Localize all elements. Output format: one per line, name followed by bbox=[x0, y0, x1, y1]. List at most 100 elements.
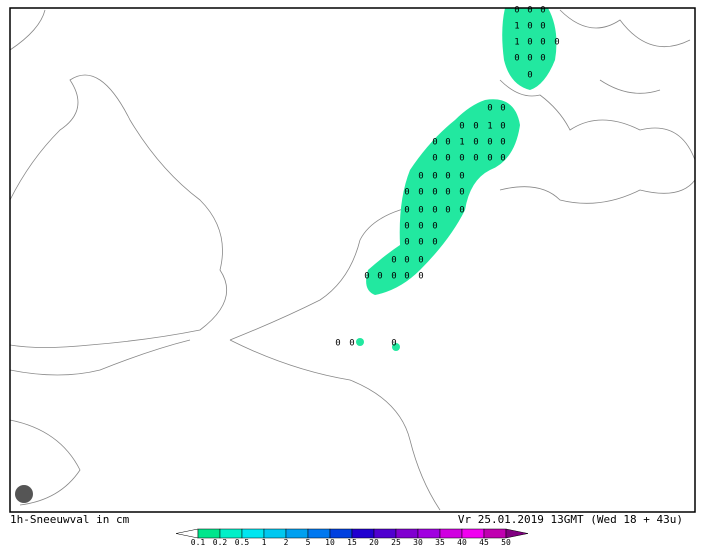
grid-value: 0 bbox=[445, 138, 450, 148]
grid-value: 0 bbox=[432, 206, 437, 216]
legend-label: 0.2 bbox=[213, 538, 228, 546]
grid-value: 0 bbox=[527, 6, 532, 16]
grid-value: 0 bbox=[404, 272, 409, 282]
grid-value: 0 bbox=[445, 154, 450, 164]
grid-value: 0 bbox=[473, 138, 478, 148]
legend-label: 30 bbox=[413, 538, 423, 546]
map-frame bbox=[9, 7, 696, 513]
grid-value: 0 bbox=[540, 22, 545, 32]
legend-swatch bbox=[197, 528, 221, 539]
grid-value: 0 bbox=[514, 54, 519, 64]
grid-value: 0 bbox=[418, 222, 423, 232]
grid-value: 0 bbox=[459, 154, 464, 164]
grid-value: 0 bbox=[459, 206, 464, 216]
grid-value: 0 bbox=[487, 138, 492, 148]
legend-swatch bbox=[285, 528, 309, 539]
legend-swatch bbox=[263, 528, 287, 539]
grid-value: 0 bbox=[459, 122, 464, 132]
grid-value: 0 bbox=[404, 188, 409, 198]
grid-value: 0 bbox=[445, 206, 450, 216]
grid-value: 0 bbox=[445, 188, 450, 198]
legend-label: 25 bbox=[391, 538, 401, 546]
grid-value: 0 bbox=[432, 238, 437, 248]
legend-swatch bbox=[307, 528, 331, 539]
grid-value: 0 bbox=[527, 22, 532, 32]
grid-value: 1 bbox=[459, 138, 464, 148]
legend-swatch bbox=[417, 528, 441, 539]
legend-label: 20 bbox=[369, 538, 379, 546]
legend-swatch bbox=[351, 528, 375, 539]
grid-value: 0 bbox=[540, 38, 545, 48]
grid-value: 0 bbox=[500, 154, 505, 164]
legend-label: 35 bbox=[435, 538, 445, 546]
legend-swatch bbox=[439, 528, 463, 539]
grid-value: 0 bbox=[349, 339, 354, 349]
legend-swatch bbox=[329, 528, 353, 539]
grid-value: 0 bbox=[404, 238, 409, 248]
grid-value: 0 bbox=[335, 339, 340, 349]
grid-value: 0 bbox=[487, 104, 492, 114]
legend-swatch bbox=[241, 528, 265, 539]
legend-label: 1 bbox=[262, 538, 267, 546]
grid-value: 0 bbox=[391, 339, 396, 349]
grid-value: 0 bbox=[527, 71, 532, 81]
grid-value: 0 bbox=[404, 222, 409, 232]
coastlines bbox=[9, 9, 696, 511]
legend-label: 40 bbox=[457, 538, 467, 546]
legend-label: 15 bbox=[347, 538, 357, 546]
legend-label: 5 bbox=[306, 538, 311, 546]
valid-time: Vr 25.01.2019 13GMT (Wed 18 + 43u) bbox=[458, 513, 683, 526]
grid-value: 1 bbox=[514, 38, 519, 48]
grid-value: 0 bbox=[500, 104, 505, 114]
grid-value: 0 bbox=[445, 172, 450, 182]
legend-label: 0.5 bbox=[235, 538, 250, 546]
grid-value: 0 bbox=[418, 272, 423, 282]
grid-value: 0 bbox=[391, 272, 396, 282]
grid-value: 0 bbox=[432, 154, 437, 164]
grid-value: 0 bbox=[432, 222, 437, 232]
grid-value: 0 bbox=[418, 238, 423, 248]
grid-value: 0 bbox=[540, 6, 545, 16]
grid-value: 0 bbox=[527, 38, 532, 48]
legend-swatch bbox=[175, 528, 199, 539]
grid-value: 0 bbox=[418, 206, 423, 216]
grid-value: 0 bbox=[432, 138, 437, 148]
grid-value: 0 bbox=[540, 54, 545, 64]
legend-swatch bbox=[373, 528, 397, 539]
grid-value: 0 bbox=[364, 272, 369, 282]
legend-label: 45 bbox=[479, 538, 489, 546]
grid-value: 0 bbox=[418, 256, 423, 266]
grid-value: 0 bbox=[459, 188, 464, 198]
legend-label: 10 bbox=[325, 538, 335, 546]
grid-value: 0 bbox=[418, 172, 423, 182]
grid-value: 0 bbox=[432, 188, 437, 198]
grid-value: 0 bbox=[500, 138, 505, 148]
grid-value: 0 bbox=[473, 122, 478, 132]
map-title: 1h-Sneeuwval in cm bbox=[10, 513, 130, 526]
legend-label: 2 bbox=[284, 538, 289, 546]
legend-swatch bbox=[461, 528, 485, 539]
grid-value: 0 bbox=[391, 256, 396, 266]
grid-value: 0 bbox=[404, 206, 409, 216]
legend-swatch bbox=[483, 528, 507, 539]
legend-label: 0.1 bbox=[191, 538, 206, 546]
grid-value: 0 bbox=[377, 272, 382, 282]
grid-value: 1 bbox=[487, 122, 492, 132]
grid-value: 0 bbox=[487, 154, 492, 164]
grid-value: 0 bbox=[432, 172, 437, 182]
legend-swatch bbox=[395, 528, 419, 539]
grid-value: 0 bbox=[404, 256, 409, 266]
grid-value: 0 bbox=[554, 38, 559, 48]
grid-value: 1 bbox=[514, 22, 519, 32]
snow-areas bbox=[356, 8, 557, 351]
grid-value: 0 bbox=[418, 188, 423, 198]
legend-swatch bbox=[219, 528, 243, 539]
legend-label: 50 bbox=[501, 538, 511, 546]
grid-value: 0 bbox=[514, 6, 519, 16]
logo bbox=[15, 485, 33, 503]
grid-value: 0 bbox=[473, 154, 478, 164]
legend-swatch bbox=[505, 528, 529, 539]
grid-value: 0 bbox=[527, 54, 532, 64]
grid-value: 0 bbox=[500, 122, 505, 132]
